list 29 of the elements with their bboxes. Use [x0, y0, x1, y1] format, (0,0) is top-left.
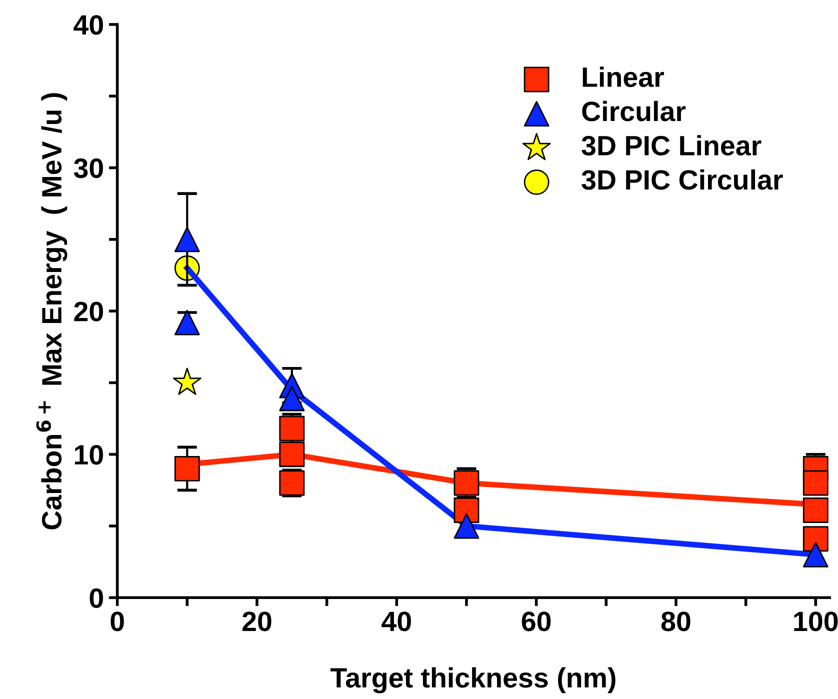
point: [172, 368, 202, 395]
point: [802, 498, 828, 523]
legend-label: Linear: [582, 66, 664, 88]
point: [279, 386, 305, 412]
legend-label: 3D PIC Circular: [582, 169, 783, 190]
point: [174, 310, 200, 336]
point: [802, 526, 828, 552]
legend-label: Circular: [582, 100, 686, 122]
x-tick-label: 40: [382, 612, 411, 632]
y-axis-title: Carbon$^{6+}$ Max Energy ( MeV /u ): [36, 93, 68, 530]
point: [174, 456, 200, 482]
x-tick-label: 60: [522, 612, 551, 632]
point: [802, 470, 828, 496]
x-axis-title: Target thickness (nm): [330, 667, 616, 694]
x-tick-label: 20: [242, 612, 272, 632]
y-tick-label: 40: [74, 15, 103, 35]
point: [279, 442, 305, 468]
point: [174, 226, 200, 252]
x-tick-label: 0: [110, 612, 124, 632]
x-tick-label: 100: [794, 612, 838, 632]
x-tick-label: 80: [661, 612, 690, 632]
y-tick-label: 0: [90, 588, 103, 608]
y-tick-label: 10: [74, 445, 103, 465]
point: [454, 498, 480, 523]
y-tick-label: 20: [74, 302, 103, 322]
point: [454, 513, 480, 539]
point: [802, 542, 828, 568]
y-tick-label: 30: [74, 158, 103, 178]
legend-label: 3D PIC Linear: [582, 135, 762, 156]
